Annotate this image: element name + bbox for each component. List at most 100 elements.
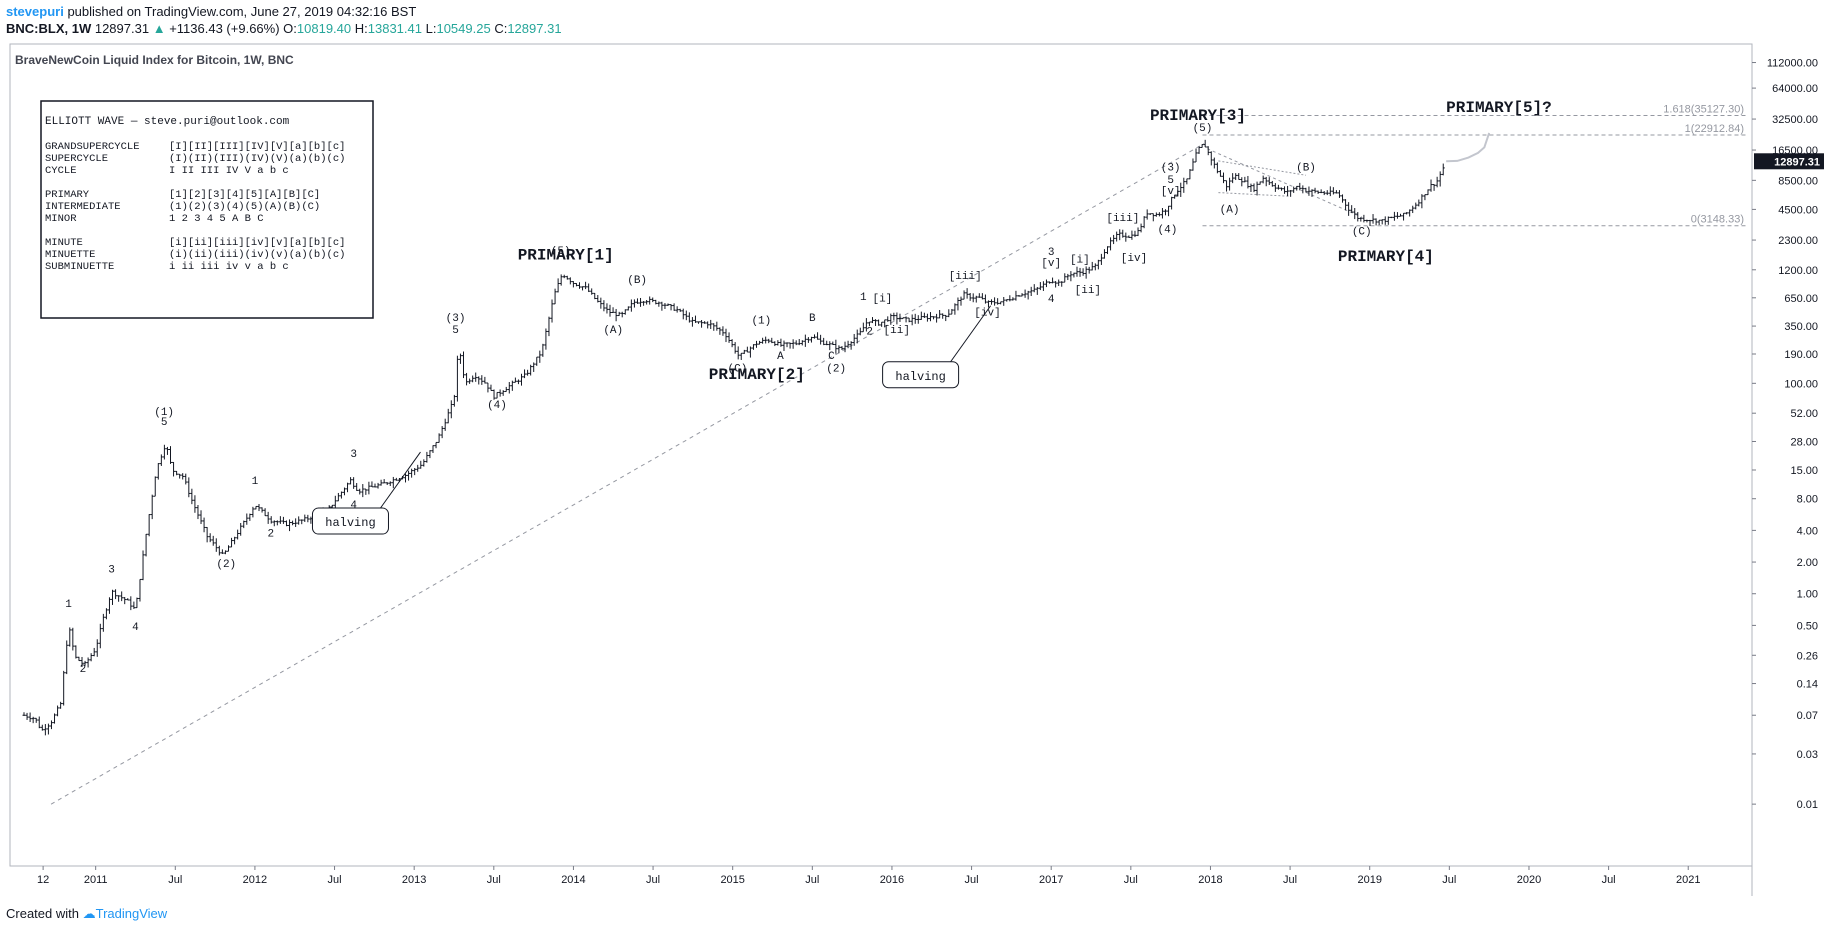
wave-count-label: (C) [728,363,748,375]
price-tick-label: 650.00 [1784,293,1818,305]
time-tick-label: 2021 [1676,874,1700,886]
time-tick-label: Jul [1124,874,1138,886]
price-tick-label: 0.07 [1797,710,1818,722]
wave-count-label: [iii] [1106,213,1139,225]
wave-count-label: 4 [132,622,139,634]
low-label: L: [425,21,437,36]
wave-count-label: 2 [268,528,275,540]
created-with-text: Created with [6,906,79,921]
legend-frame [40,100,374,319]
price-tick-label: 0.01 [1797,799,1818,811]
legend-row-name: SUPERCYCLE [45,153,108,165]
time-tick-label: 12 [37,874,49,886]
legend-row-symbols: [I][II][III][IV][V][a][b][c] [169,141,345,153]
price-tick-label: 32500.00 [1772,114,1818,126]
wave-count-label: [iv] [974,308,1000,320]
wave-count-label: (B) [627,275,647,287]
chart-title: BraveNewCoin Liquid Index for Bitcoin, 1… [15,53,294,67]
price-tick-label: 350.00 [1784,321,1818,333]
wave-count-label: [ii] [1075,285,1101,297]
change-value: +1136.43 (+9.66%) [169,21,280,36]
price-tick-label: 2.00 [1797,557,1818,569]
wave-count-label: (3) [446,313,466,325]
wave-count-label: (2) [826,363,846,375]
wave-count-label: [i] [872,293,892,305]
trendline [1207,148,1362,218]
time-tick-label: Jul [168,874,182,886]
wave-count-label: (1) [154,407,174,419]
wave-count-label: (4) [1158,225,1178,237]
wave-count-label: (5) [1193,123,1213,135]
trendline [1218,160,1307,176]
legend-row-symbols: i ii iii iv v a b c [169,261,289,273]
legend-row-symbols: (1)(2)(3)(4)(5)(A)(B)(C) [169,201,320,213]
price-tick-label: 112000.00 [1767,58,1818,70]
wave-count-label: B [809,313,816,325]
price-tick-label: 64000.00 [1772,83,1818,95]
primary-wave-label: PRIMARY[2] [709,366,805,384]
wave-count-label: 4 [350,500,357,512]
wave-count-label: [v] [1041,258,1061,270]
tradingview-brand-link[interactable]: TradingView [95,906,168,921]
price-tick-label: 2300.00 [1778,235,1818,247]
high-value: 13831.41 [367,21,422,36]
time-axis[interactable]: 12 2011 Jul 2012 Jul 2013 Jul 2014 Jul 2015 Jul 201… [10,865,1752,886]
last-price-tag-label: 12897.31 [1774,156,1820,168]
last-price-tag [1754,153,1824,170]
time-tick-label: 2014 [561,874,585,886]
time-tick-label: Jul [328,874,342,886]
legend-title: ELLIOTT WAVE — steve.puri@outlook.com [45,116,290,128]
price-tick-label: 0.26 [1797,650,1818,662]
price-tick-label: 8500.00 [1778,175,1818,187]
price-tick-label: 28.00 [1790,436,1818,448]
wave-count-label: (1) [751,316,771,328]
legend-row-symbols: (I)(II)(III)(IV)(V)(a)(b)(c) [169,153,345,165]
author-link[interactable]: stevepuri [6,4,64,19]
wave-count-label: (B) [1296,163,1316,175]
last-price: 12897.31 [94,21,150,36]
close-value: 12897.31 [507,21,562,36]
footer: Created with ☁TradingView [6,906,167,922]
price-tick-label: 190.00 [1784,349,1818,361]
time-tick-label: 2018 [1198,874,1222,886]
published-text: published on TradingView.com, June 27, 2… [67,4,417,19]
wave-count-label: [ii] [884,325,910,337]
price-axis[interactable]: 112000.0064000.0032500.0016500.008500.00… [1752,58,1824,812]
fib-levels: 1.618(35127.30) 1(22912.84) 0(3148.33) [1202,104,1748,227]
time-tick-label: 2012 [243,874,267,886]
trendlines [50,143,1362,805]
wave-count-label: (2) [216,559,236,571]
fib-level-label: 0(3148.33) [1691,214,1744,226]
change-arrow: ▲ [152,21,166,36]
wave-count-label: A [777,351,784,363]
open-value: 10819.40 [296,21,352,36]
time-tick-label: Jul [1283,874,1297,886]
wave-count-label: (C) [1352,226,1372,238]
halving-callout-box [882,361,960,389]
publish-info: stevepuri published on TradingView.com, … [6,4,416,19]
legend-row-symbols: I II III IV V a b c [169,165,289,177]
trendline [50,143,1205,805]
halving-callout-label: halving [325,516,375,530]
wave-count-label: [iii] [949,271,982,283]
price-tick-label: 1.00 [1797,589,1818,601]
tradingview-logo-icon[interactable]: ☁ [82,906,96,921]
wave-count-label: 5 [161,417,168,429]
price-tick-label: 52.00 [1790,408,1818,420]
wave-count-label: 5 [452,325,459,337]
wave-count-label: 4 [1048,294,1055,306]
price-tick-label: 4500.00 [1778,204,1818,216]
high-label: H: [354,21,368,36]
halving-callout-pointer [950,305,992,363]
price-tick-label: 0.50 [1797,620,1818,632]
time-tick-label: Jul [1602,874,1616,886]
time-tick-label: 2015 [720,874,744,886]
time-tick-label: Jul [487,874,501,886]
price-tick-label: 4.00 [1797,525,1818,537]
time-tick-label: 2019 [1357,874,1381,886]
legend-row-symbols: (i)(ii)(iii)(iv)(v)(a)(b)(c) [169,249,345,261]
legend-row-name: PRIMARY [45,189,90,201]
wave-count-label: (4) [487,400,507,412]
trendline [1218,192,1291,197]
